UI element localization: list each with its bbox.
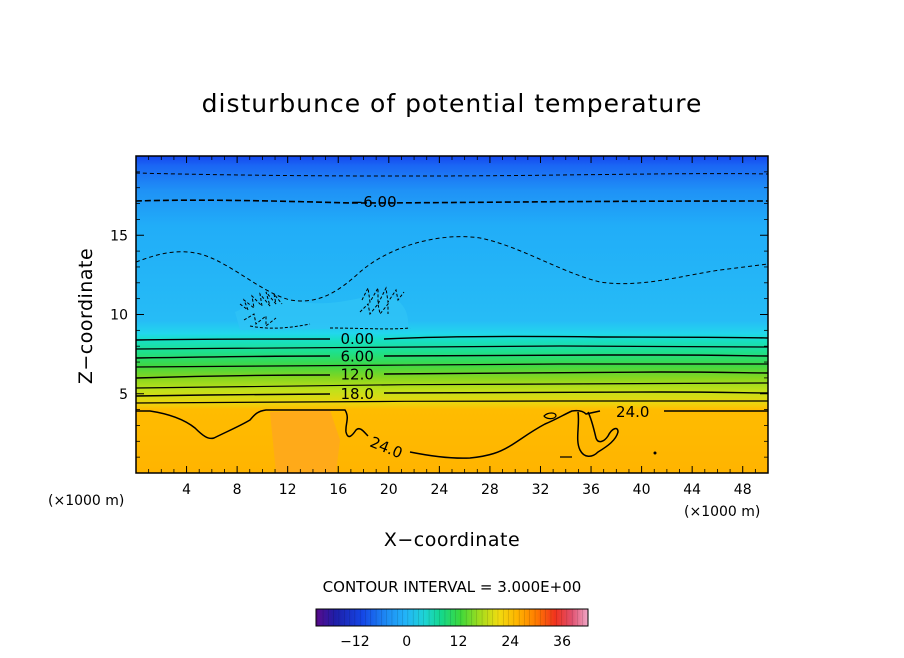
colorbar-tick-label: −12 [340,634,370,650]
warm-patch [270,410,340,473]
x-tick-label: 44 [683,482,701,498]
x-tick-label: 40 [633,482,651,498]
contour-label: 0.00 [340,330,373,348]
x-tick-label: 12 [279,482,297,498]
colorbar: −12 0 12 24 36 [315,608,589,650]
x-tick-label: 28 [481,482,499,498]
contour-interval-text: CONTOUR INTERVAL = 3.000E+00 [323,578,582,596]
x-tick-label: 48 [734,482,752,498]
x-tick-label: 20 [380,482,398,498]
colorbar-tick-label: 24 [501,634,519,650]
contour-24-small [543,412,572,458]
colorbar-frame [315,608,589,627]
contour-0 [136,335,768,341]
x-tick-label: 24 [430,482,448,498]
contour-turbulence-left [239,291,311,329]
x-tick-label: 8 [233,482,242,498]
colorbar-segments [316,609,588,626]
contour-neg9 [136,172,768,177]
colorbar-tick-label: 12 [450,634,468,650]
contour-15 [136,382,768,389]
contour-24 [136,409,768,459]
x-tick-label: 36 [582,482,600,498]
x-unit-label: (×1000 m) [684,504,760,520]
x-tick-label: 32 [532,482,550,498]
contour-label: 12.0 [340,366,373,384]
contour-9 [136,363,768,368]
x-tick-label: 4 [182,482,191,498]
contour-neg6 [136,199,768,204]
contour-24-loop [576,411,619,457]
contour-turbulence-right [329,286,411,330]
cloud-region [235,294,409,330]
y-tick-label: 5 [119,387,128,403]
contour-21 [136,400,768,404]
contour-label: −6.00 [351,193,397,211]
contour-dot [653,451,657,455]
colorbar-ticks: −12 0 12 24 36 [340,634,571,650]
contour-18 [136,391,768,397]
y-tick-label: 15 [110,228,128,244]
y-axis-label: Z−coordinate [75,248,97,384]
x-axis-label: X−coordinate [384,529,520,551]
colorbar-tick-label: 36 [553,634,571,650]
y-unit-label: (×1000 m) [48,493,124,509]
contour-3 [136,345,768,350]
y-tick-label: 10 [110,308,128,324]
contour-label: 24.0 [616,403,649,421]
field-background [136,156,768,473]
contour-6 [136,354,768,359]
x-tick-label: 16 [329,482,347,498]
chart-title: disturbunce of potential temperature [202,89,703,118]
colorbar-tick-label: 0 [402,634,411,650]
contour-label: 6.00 [340,348,373,366]
contour-12 [136,371,768,379]
contour-label: 18.0 [340,385,373,403]
